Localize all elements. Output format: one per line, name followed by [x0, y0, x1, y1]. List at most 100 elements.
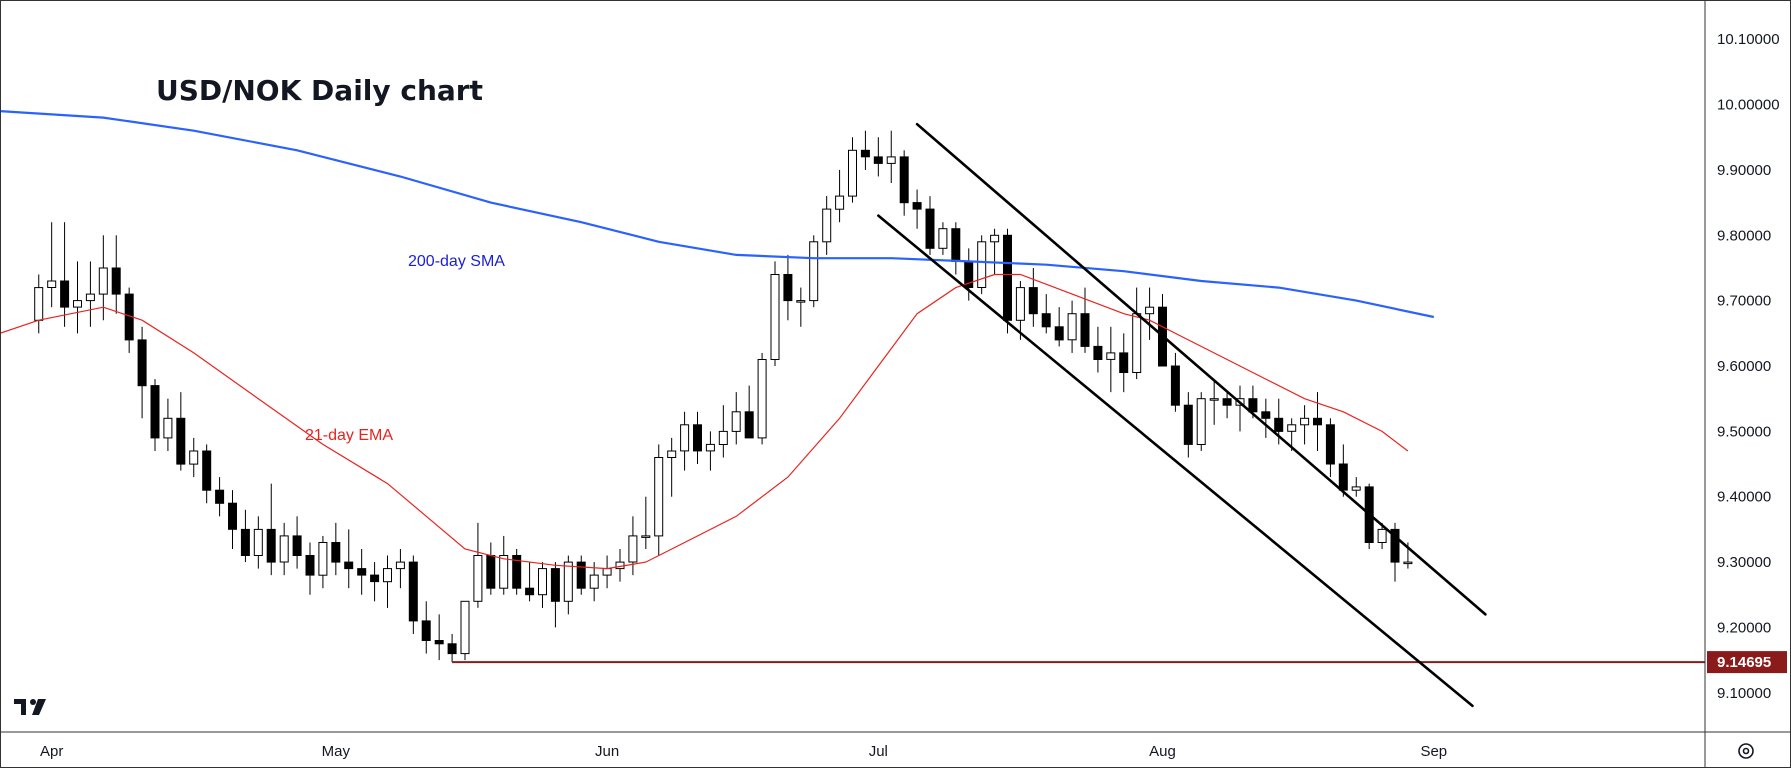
candle-body-down [202, 450, 212, 491]
y-tick-label: 9.10000 [1717, 685, 1771, 702]
candle [563, 555, 573, 615]
candle [1015, 281, 1025, 340]
candle-body-up [886, 156, 896, 164]
candle-body-down [150, 385, 160, 439]
candle-body-up [253, 528, 263, 557]
candle [628, 516, 638, 576]
candle [1313, 392, 1322, 451]
candle-body-up [718, 430, 728, 445]
candle [744, 385, 754, 439]
candle-body-up [1209, 398, 1219, 401]
candle-body-up [977, 241, 987, 289]
candle [176, 392, 186, 471]
candle-body-down [744, 411, 754, 439]
candle [1093, 326, 1103, 373]
candle-body-down [1041, 313, 1051, 328]
candle [899, 150, 909, 216]
candle-body-down [111, 267, 121, 295]
candle-body-up [1377, 528, 1387, 544]
candle [1390, 522, 1400, 582]
candle [576, 555, 586, 595]
candle-body-up [990, 234, 1000, 243]
candle [292, 516, 302, 569]
candle [693, 411, 702, 465]
candle [98, 235, 108, 321]
candle-body-down [1170, 365, 1180, 406]
candle-body-down [925, 208, 935, 249]
candle-body-down [1003, 234, 1012, 321]
candle-body-down [1054, 326, 1064, 341]
support-price-badge [1707, 651, 1787, 674]
candle [835, 169, 845, 223]
candle [1351, 477, 1361, 497]
candle-body-down [512, 555, 522, 589]
candle [163, 398, 173, 451]
candle-body-up [1196, 398, 1206, 446]
candle-body-down [215, 489, 225, 504]
candle [279, 522, 289, 576]
candle-body-down [873, 156, 883, 164]
candle [421, 601, 431, 654]
candle-body-up [1067, 313, 1077, 341]
candle [1054, 307, 1064, 347]
candle-body-down [266, 528, 276, 563]
candle-body-up [848, 149, 857, 197]
candle-body-up [615, 561, 625, 570]
candle [47, 222, 57, 308]
y-tick-label: 9.20000 [1717, 619, 1771, 636]
candle [912, 189, 922, 229]
x-tick-label: May [322, 743, 351, 760]
candle [150, 379, 160, 451]
candle-body-up [73, 300, 82, 308]
candle [589, 562, 599, 602]
settings-gear-icon[interactable] [1738, 743, 1754, 759]
candle-body-down [357, 568, 367, 576]
candle [1145, 287, 1155, 340]
candle-body-down [60, 280, 70, 308]
x-tick-label: Jul [869, 743, 888, 760]
candle-body-down [486, 555, 496, 589]
candle-body-up [770, 274, 780, 360]
y-tick-label: 9.40000 [1717, 489, 1771, 506]
x-tick-label: Jun [595, 743, 619, 760]
candle [925, 196, 935, 255]
candle-body-down [899, 156, 909, 204]
candle [1261, 398, 1271, 438]
candle-body-up [34, 287, 44, 321]
tradingview-logo-icon [14, 699, 46, 715]
candle-body-up [538, 568, 547, 596]
candle-body-up [98, 267, 108, 295]
candle [1106, 326, 1116, 393]
candle-body-up [395, 561, 405, 570]
candle-body-down [1119, 352, 1129, 373]
candle [938, 222, 948, 255]
candle-body-up [654, 457, 664, 537]
candle-body-down [344, 561, 354, 570]
candle-body-down [447, 643, 457, 655]
candle [731, 392, 741, 445]
candle [1222, 392, 1232, 419]
y-tick-label: 9.30000 [1717, 554, 1771, 571]
candle-body-up [1145, 306, 1155, 315]
candle-body-down [1390, 528, 1400, 563]
candle-body-up [1106, 352, 1116, 360]
candle-body-up [628, 535, 638, 563]
candle-body-up [1015, 287, 1025, 321]
candle [1067, 300, 1077, 353]
candle-body-down [1338, 463, 1348, 491]
candle [538, 562, 547, 608]
candle [680, 411, 690, 471]
candle [654, 444, 664, 556]
candle [809, 235, 819, 308]
candle [253, 516, 263, 569]
candle-body-up [796, 300, 806, 303]
candle-body-up [460, 600, 470, 655]
candle [1325, 418, 1335, 478]
candle-body-up [1287, 424, 1297, 432]
candle [331, 522, 341, 576]
candle [977, 235, 987, 295]
candle-body-up [163, 417, 173, 439]
candle-body-down [434, 640, 444, 645]
